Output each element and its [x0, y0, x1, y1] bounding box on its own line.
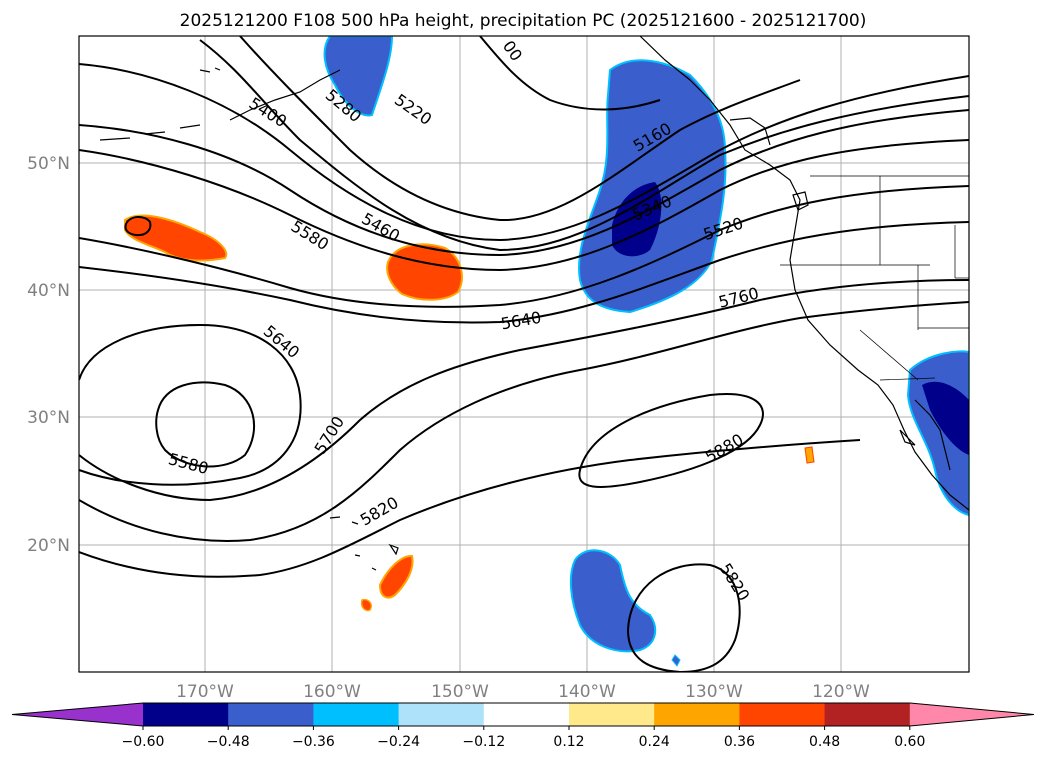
lon-tick: 160°W [303, 682, 361, 702]
colorbar-segment [228, 703, 314, 726]
colorbar-segment [313, 703, 400, 726]
map-area [79, 36, 969, 672]
colorbar-tick-label: 0.36 [724, 734, 755, 750]
lat-tick: 50°N [27, 154, 70, 174]
lat-tick: 30°N [27, 408, 70, 428]
colorbar-tick-label: 0.12 [553, 734, 584, 750]
colorbar-extend-low [12, 703, 143, 726]
lat-tick: 20°N [27, 536, 70, 556]
borders [780, 175, 969, 381]
lat-tick: 40°N [27, 281, 70, 301]
colorbar-segment [569, 703, 655, 726]
gridlines [79, 36, 969, 672]
colorbar-segment [398, 703, 485, 726]
colorbar-segment [143, 703, 229, 726]
lon-tick: 170°W [176, 682, 234, 702]
colorbar-segment [654, 703, 740, 726]
colorbar-tick-label: −0.24 [377, 734, 420, 750]
colorbar-tick-label: 0.48 [809, 734, 840, 750]
longitude-ticks: 170°W 160°W 150°W 140°W 130°W 120°W [176, 682, 870, 702]
map-title: 2025121200 F108 500 hPa height, precipit… [180, 11, 867, 31]
map-frame [78, 35, 970, 673]
lon-tick: 150°W [431, 682, 489, 702]
colorbar-tick-label: 0.24 [639, 734, 670, 750]
colorbar-segment [824, 703, 911, 726]
colorbar-tick-label: 0.60 [894, 734, 925, 750]
lon-tick: 140°W [558, 682, 616, 702]
latitude-ticks: 50°N 40°N 30°N 20°N [27, 154, 70, 556]
precip-negative [323, 36, 969, 667]
colorbar-tick-label: −0.60 [122, 734, 165, 750]
height-contours [79, 36, 969, 672]
colorbar-segment [483, 703, 570, 726]
lon-tick: 130°W [685, 682, 743, 702]
colorbar-segment [739, 703, 826, 726]
colorbar-tick-label: −0.48 [207, 734, 250, 750]
lon-tick: 120°W [812, 682, 870, 702]
colorbar-extend-high [909, 703, 1034, 726]
colorbar-tick-label: −0.12 [462, 734, 505, 750]
colorbar: −0.60 −0.48 −0.36 −0.24 −0.12 0.12 0.24 0.36 0.4… [11, 702, 1035, 750]
colorbar-tick-label: −0.36 [292, 734, 335, 750]
coastlines [99, 36, 969, 571]
